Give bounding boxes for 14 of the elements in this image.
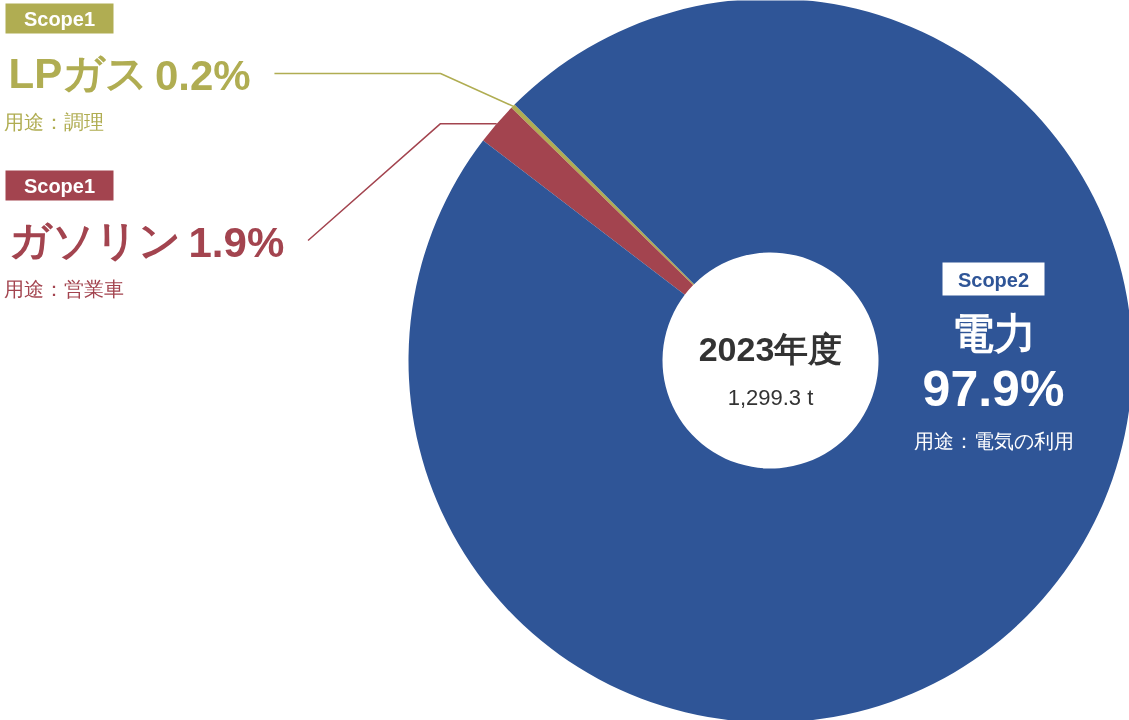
legend-label: ガソリン [8, 217, 181, 264]
text: 用途：電気の利用 [913, 429, 1074, 452]
text: Scope1 [23, 7, 96, 30]
legend-label: LPガス [8, 50, 149, 97]
text: Scope1 [23, 174, 96, 197]
text: Scope2 [957, 268, 1030, 291]
data-label: 0.2% [154, 52, 251, 99]
text: 2023年度 [698, 329, 843, 368]
slice-label: 電力 [951, 310, 1036, 357]
text: 用途：営業車 [3, 277, 124, 300]
text: 用途：調理 [3, 110, 104, 133]
text: 1,299.3 t [727, 385, 814, 410]
data-label: 97.9% [922, 360, 1065, 417]
data-label: 1.9% [188, 219, 285, 266]
